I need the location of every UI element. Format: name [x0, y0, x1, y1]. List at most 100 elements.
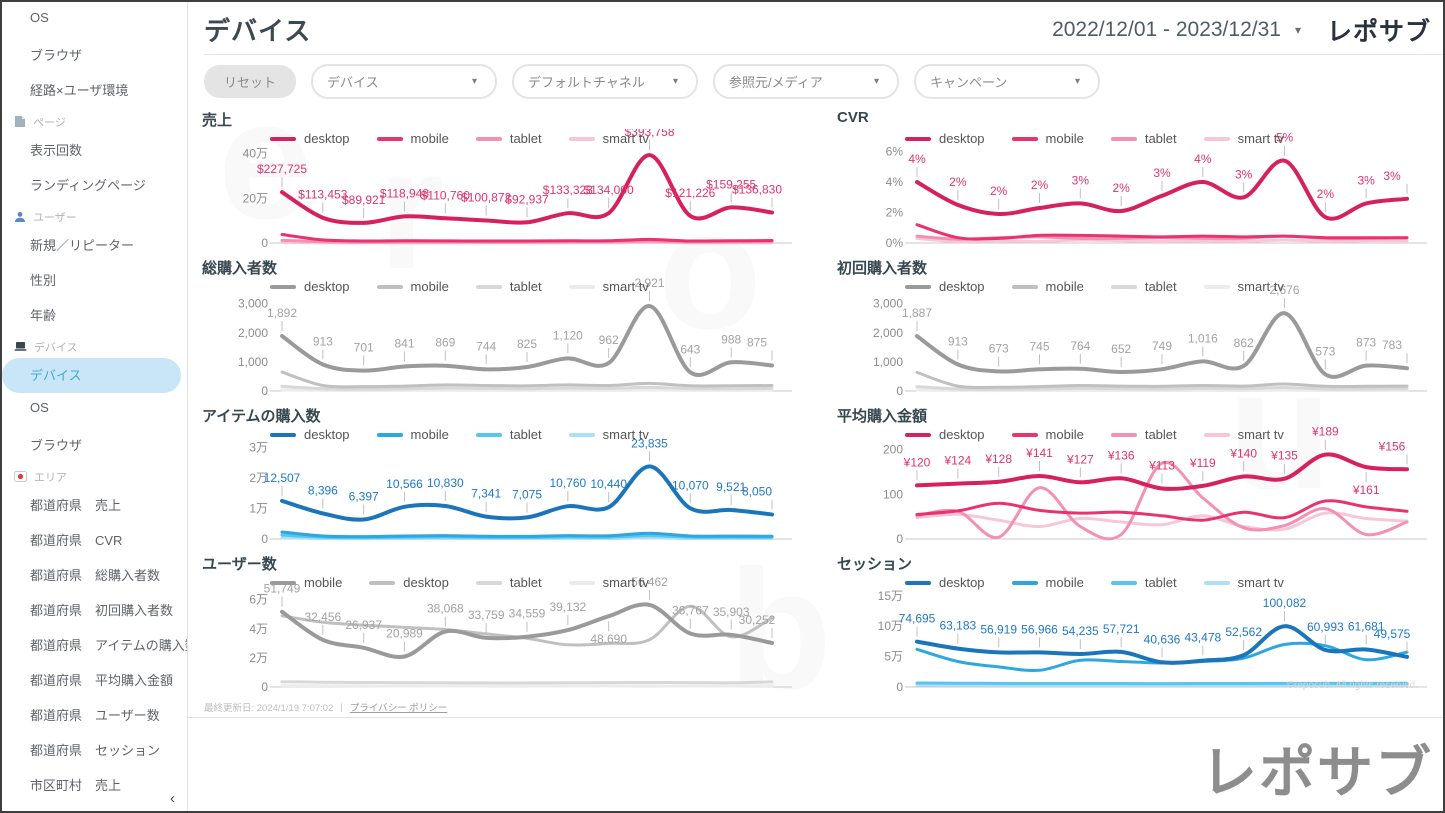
chart-title: アイテムの購入数: [202, 408, 321, 425]
sidebar-item[interactable]: ランディングページ: [30, 178, 146, 193]
legend-item-smart-tv[interactable]: smart tv: [568, 427, 649, 442]
svg-text:56,919: 56,919: [980, 622, 1017, 636]
sidebar-item[interactable]: 都道府県 初回購入者数: [30, 603, 174, 618]
legend-item-smart-tv[interactable]: smart tv: [1203, 427, 1284, 442]
sidebar-item[interactable]: 都道府県 売上: [30, 498, 122, 513]
svg-text:¥120: ¥120: [903, 455, 931, 469]
svg-text:40万: 40万: [243, 147, 268, 161]
legend-item-mobile[interactable]: mobile: [270, 575, 342, 590]
legend-item-desktop[interactable]: desktop: [270, 427, 350, 442]
sidebar-item[interactable]: 年齢: [30, 308, 57, 323]
legend-item-smart-tv[interactable]: smart tv: [568, 131, 649, 146]
svg-text:10,070: 10,070: [672, 478, 709, 492]
legend-item-tablet[interactable]: tablet: [475, 131, 542, 146]
legend-label: desktop: [304, 279, 350, 294]
svg-text:56,966: 56,966: [1021, 622, 1058, 636]
filter-dropdown[interactable]: デフォルトチャネル ▾: [512, 64, 699, 99]
svg-text:61,681: 61,681: [1348, 620, 1385, 634]
sidebar-item[interactable]: 都道府県 セッション: [30, 743, 161, 758]
sidebar-item[interactable]: デバイス: [2, 358, 181, 393]
legend-item-smart-tv[interactable]: smart tv: [568, 575, 649, 590]
svg-text:¥127: ¥127: [1066, 452, 1094, 466]
legend-item-smart-tv[interactable]: smart tv: [1203, 575, 1284, 590]
date-range-selector[interactable]: 2022/12/01 - 2023/12/31: [1052, 17, 1281, 41]
legend-swatch: [270, 284, 296, 289]
sidebar-item[interactable]: 新規／リピーター: [30, 238, 135, 253]
legend-swatch: [1011, 284, 1038, 289]
legend-item-desktop[interactable]: desktop: [905, 427, 985, 442]
legend-item-desktop[interactable]: desktop: [905, 279, 985, 294]
legend-item-smart-tv[interactable]: smart tv: [1203, 279, 1284, 294]
legend-label: mobile: [1045, 279, 1084, 294]
legend-item-tablet[interactable]: tablet: [475, 575, 542, 590]
chart-title: 総購入者数: [202, 260, 278, 277]
legend-item-desktop[interactable]: desktop: [369, 575, 449, 590]
legend-item-mobile[interactable]: mobile: [376, 279, 449, 294]
sidebar-item[interactable]: ブラウザ: [30, 438, 83, 453]
svg-text:32,456: 32,456: [304, 610, 341, 624]
legend-swatch: [568, 284, 595, 289]
legend-item-mobile[interactable]: mobile: [1011, 279, 1084, 294]
sidebar-item[interactable]: OS: [30, 400, 49, 415]
chevron-down-icon[interactable]: ▾: [1294, 22, 1301, 37]
legend-item-tablet[interactable]: tablet: [1110, 427, 1177, 442]
legend-item-tablet[interactable]: tablet: [475, 427, 542, 442]
sidebar-item[interactable]: OS: [30, 10, 49, 25]
legend-item-desktop[interactable]: desktop: [270, 131, 350, 146]
chart-title: 売上: [202, 112, 233, 129]
sidebar-item[interactable]: 都道府県 総購入者数: [30, 568, 161, 583]
svg-text:39,132: 39,132: [549, 600, 586, 614]
legend-item-tablet[interactable]: tablet: [1110, 575, 1177, 590]
sidebar-item[interactable]: 都道府県 CVR: [30, 533, 123, 548]
sidebar-item[interactable]: 経路×ユーザ環境: [30, 83, 129, 98]
svg-text:100: 100: [883, 487, 903, 501]
legend-item-smart-tv[interactable]: smart tv: [568, 279, 649, 294]
chart-売上: 売上 0 20万 40万 $227,725 $113,453 $89,921 $118,948…: [202, 107, 797, 255]
legend-item-desktop[interactable]: desktop: [905, 575, 985, 590]
legend-swatch: [905, 284, 931, 289]
svg-text:¥140: ¥140: [1229, 446, 1257, 460]
sidebar-section-label: エリア: [34, 471, 67, 484]
filter-dropdown[interactable]: デバイス ▾: [311, 64, 498, 99]
sidebar-section-header: ユーザー: [2, 203, 187, 228]
legend-swatch: [1011, 136, 1038, 141]
privacy-policy-link[interactable]: プライバシー ポリシー: [349, 703, 448, 714]
legend-item-mobile[interactable]: mobile: [376, 131, 449, 146]
sidebar-item[interactable]: 市区町村 売上: [30, 778, 122, 793]
sidebar-item[interactable]: 表示回数: [30, 143, 83, 158]
legend-label: tablet: [509, 575, 542, 590]
svg-text:23,835: 23,835: [631, 436, 668, 450]
legend-label: tablet: [509, 427, 542, 442]
svg-text:0: 0: [261, 236, 268, 250]
svg-text:$134,000: $134,000: [584, 183, 634, 197]
sidebar-item[interactable]: 都道府県 平均購入金額: [30, 673, 174, 688]
svg-text:0: 0: [896, 680, 903, 694]
page-header: デバイス 2022/12/01 - 2023/12/31 ▾ レポサブ: [188, 2, 1443, 54]
svg-text:0: 0: [261, 680, 268, 694]
legend-item-mobile[interactable]: mobile: [376, 427, 449, 442]
legend-item-mobile[interactable]: mobile: [1011, 131, 1084, 146]
sidebar-item[interactable]: 性別: [30, 273, 57, 288]
legend-item-tablet[interactable]: tablet: [475, 279, 542, 294]
legend-item-mobile[interactable]: mobile: [1011, 427, 1084, 442]
sidebar-item[interactable]: 都道府県 アイテムの購入数: [30, 638, 188, 653]
legend-item-tablet[interactable]: tablet: [1110, 131, 1177, 146]
sidebar-item[interactable]: ブラウザ: [30, 48, 83, 63]
reset-button[interactable]: リセット: [204, 65, 297, 98]
svg-text:35,903: 35,903: [713, 605, 750, 619]
user-icon: [14, 211, 26, 223]
legend-item-tablet[interactable]: tablet: [1110, 279, 1177, 294]
svg-text:764: 764: [1070, 339, 1090, 353]
svg-text:0: 0: [261, 384, 268, 398]
legend-item-mobile[interactable]: mobile: [1011, 575, 1084, 590]
sidebar-collapse-icon[interactable]: ‹: [170, 790, 175, 807]
sidebar-item[interactable]: 都道府県 ユーザー数: [30, 708, 160, 723]
legend-item-smart-tv[interactable]: smart tv: [1203, 131, 1284, 146]
legend-item-desktop[interactable]: desktop: [905, 131, 985, 146]
filter-dropdown-label: デフォルトチャネル: [528, 75, 645, 90]
legend-swatch: [475, 432, 502, 437]
filter-dropdown[interactable]: 参照元/メディア ▾: [713, 64, 900, 99]
filter-dropdown[interactable]: キャンペーン ▾: [914, 64, 1101, 99]
legend-item-desktop[interactable]: desktop: [270, 279, 350, 294]
header-divider: [204, 54, 1443, 55]
